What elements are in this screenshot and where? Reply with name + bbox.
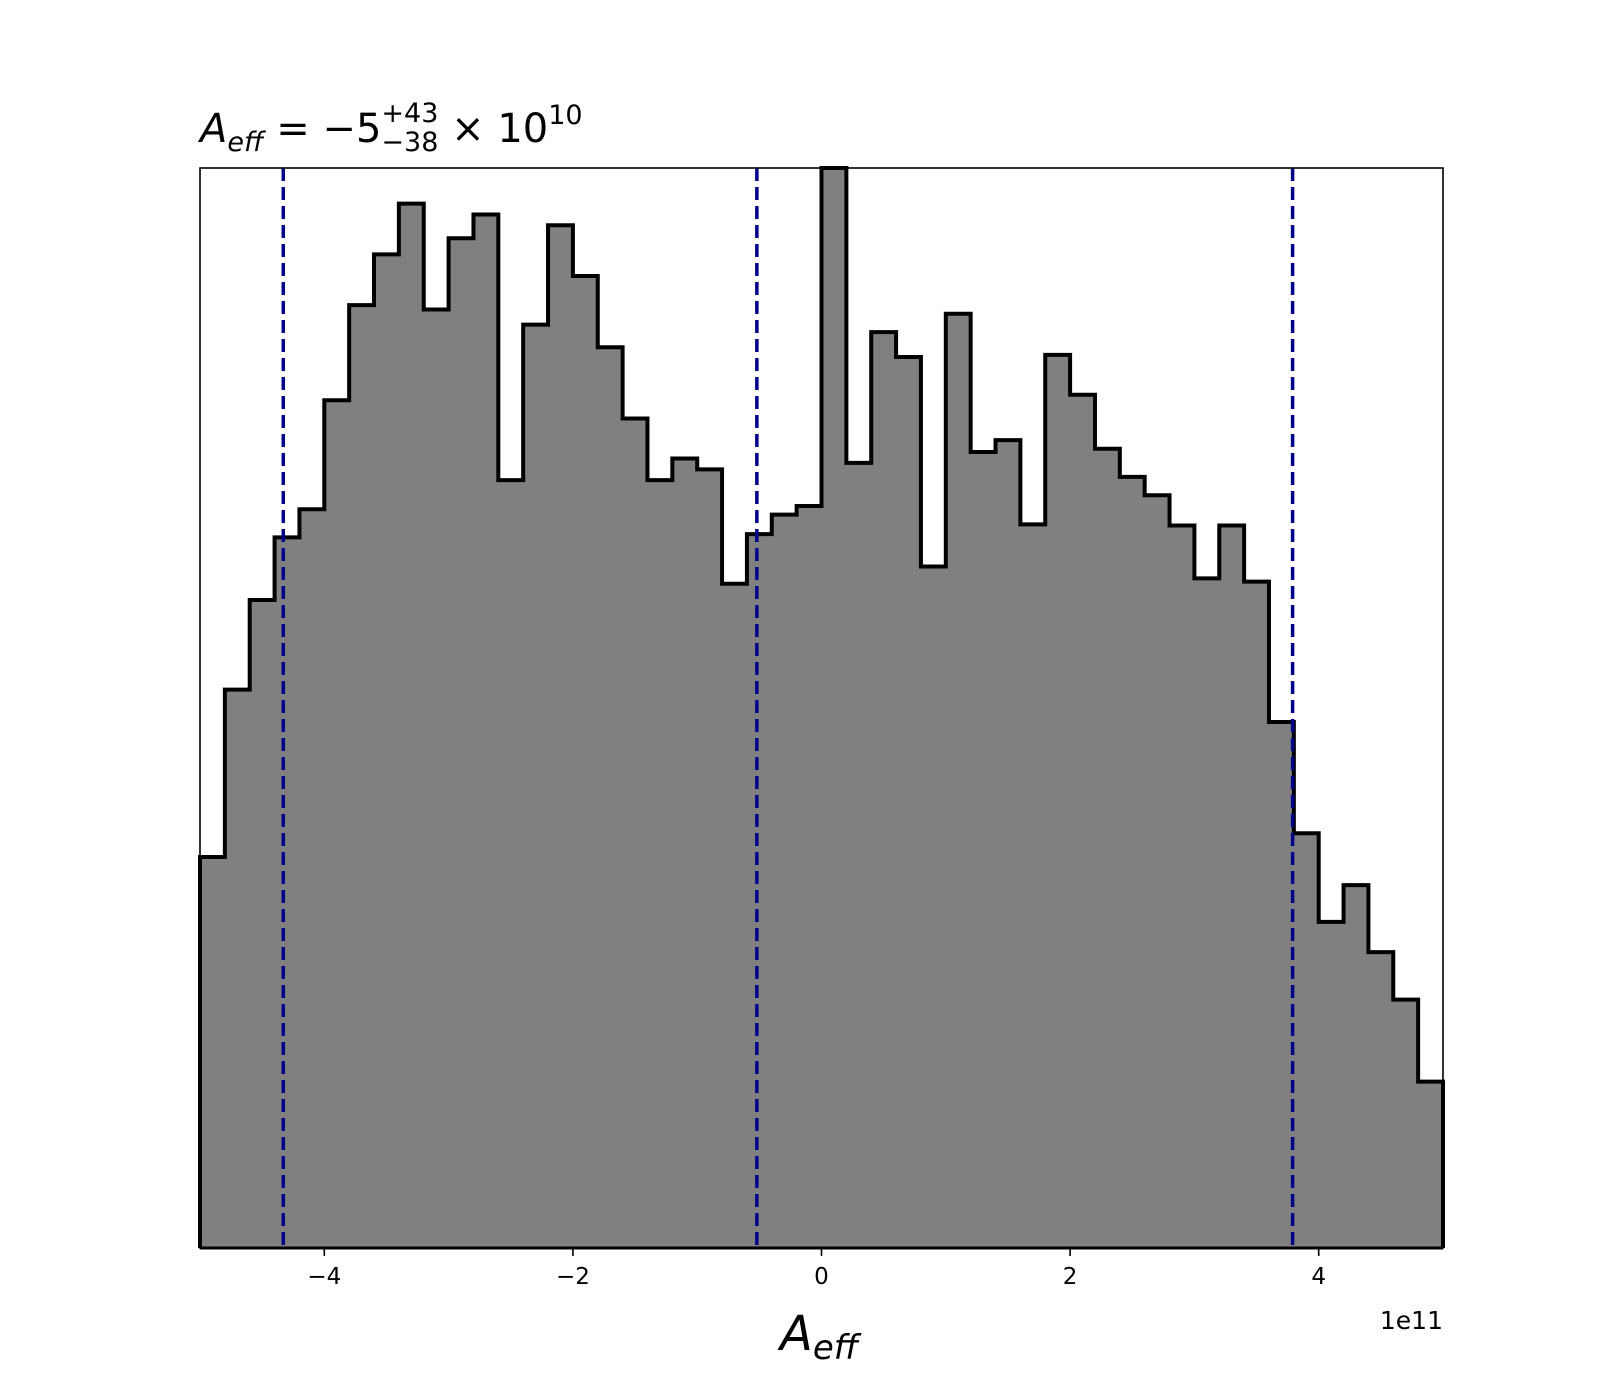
- histogram-bar: [1418, 1081, 1444, 1248]
- histogram-bars: [200, 168, 1444, 1249]
- histogram-bar: [1393, 999, 1419, 1248]
- histogram-bar: [846, 462, 872, 1249]
- x-axis-label-subscript: eff: [813, 1328, 862, 1368]
- title-lower-error: −38: [381, 127, 438, 158]
- histogram-bar: [597, 347, 624, 1248]
- histogram-bar: [722, 583, 748, 1248]
- x-tick-label: −2: [556, 1264, 590, 1290]
- histogram-bar: [200, 857, 226, 1248]
- x-tick-label: 2: [1063, 1264, 1078, 1290]
- histogram-bar: [871, 332, 897, 1248]
- histogram-bar: [622, 418, 649, 1248]
- histogram-bar: [1119, 476, 1146, 1248]
- histogram-bar: [945, 313, 972, 1248]
- histogram-bar: [274, 537, 301, 1248]
- histogram-bar: [398, 203, 425, 1248]
- histogram-bar: [821, 168, 847, 1248]
- histogram-bar: [324, 400, 350, 1248]
- histogram-bar: [896, 357, 922, 1248]
- histogram-bar: [224, 689, 251, 1248]
- histogram-bar: [572, 276, 599, 1248]
- x-axis-ticks: −4 −2 0 2 4: [200, 1246, 1443, 1290]
- histogram-bar: [746, 534, 773, 1248]
- histogram-bar: [473, 214, 499, 1249]
- quantile-lines: [281, 168, 1295, 1248]
- histogram-bar: [1293, 833, 1320, 1248]
- histogram-bar: [1268, 722, 1295, 1248]
- histogram-bar: [498, 480, 524, 1248]
- histogram-bar: [374, 254, 400, 1248]
- histogram-bar: [1094, 448, 1121, 1248]
- x-axis-offset-label: 1e11: [1380, 1306, 1443, 1335]
- histogram-bar: [647, 480, 673, 1248]
- histogram-bar: [1244, 581, 1270, 1248]
- histogram-bar: [349, 305, 375, 1248]
- histogram-bar: [672, 458, 698, 1248]
- histogram-bar: [523, 324, 549, 1249]
- histogram-bar: [1020, 524, 1046, 1248]
- histogram-bar: [1318, 921, 1345, 1248]
- title-variable-subscript: eff: [227, 127, 266, 158]
- title-multiplier: × 10: [438, 106, 548, 152]
- histogram-outline: [198, 166, 1445, 1248]
- title-value: = −5: [263, 106, 381, 152]
- histogram-bar: [697, 469, 723, 1248]
- histogram-bar: [1219, 525, 1245, 1248]
- histogram-bar: [423, 309, 450, 1249]
- histogram-bar: [1070, 394, 1096, 1248]
- title-exponent: 10: [548, 100, 582, 131]
- chart-title: Aeff = −5+43 −38 × 1010: [197, 98, 583, 158]
- histogram-bar: [771, 514, 798, 1248]
- x-tick-label: −4: [307, 1264, 341, 1290]
- histogram-bar: [796, 506, 823, 1248]
- histogram-bar: [299, 509, 325, 1248]
- histogram-bar: [548, 225, 574, 1249]
- title-upper-error: +43: [381, 98, 438, 129]
- histogram-bar: [1144, 495, 1171, 1248]
- histogram-bar: [970, 452, 997, 1248]
- x-axis-label: Aeff: [777, 1306, 862, 1368]
- histogram-bar: [1169, 525, 1195, 1248]
- x-axis-label-variable: A: [777, 1306, 813, 1362]
- histogram-bar: [249, 600, 276, 1248]
- histogram-bar: [920, 566, 947, 1248]
- histogram-bar: [448, 238, 475, 1248]
- histogram-bar: [995, 440, 1021, 1248]
- x-tick-label: 4: [1311, 1264, 1326, 1290]
- histogram-bar: [1343, 885, 1370, 1248]
- x-tick-label: 0: [814, 1264, 829, 1290]
- histogram-bar: [1045, 354, 1071, 1249]
- histogram-bar: [1194, 578, 1220, 1248]
- title-variable: A: [197, 106, 227, 152]
- histogram-bar: [1368, 952, 1394, 1248]
